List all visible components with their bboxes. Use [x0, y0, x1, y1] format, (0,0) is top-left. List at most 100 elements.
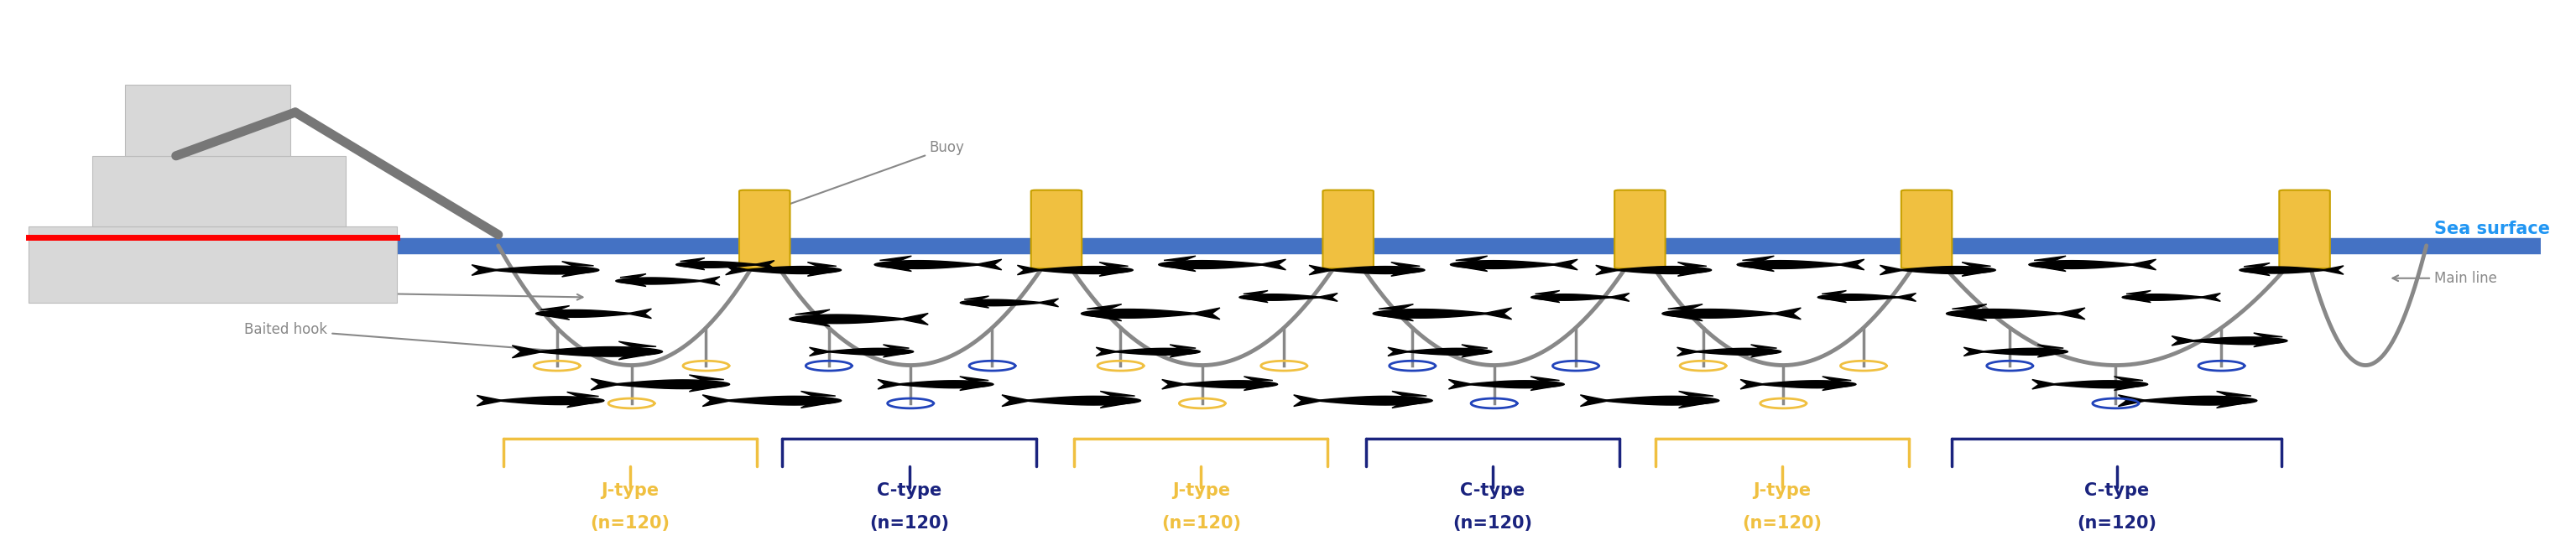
Polygon shape	[827, 348, 914, 355]
Polygon shape	[1244, 290, 1267, 294]
Polygon shape	[1406, 348, 1492, 355]
Polygon shape	[616, 278, 703, 284]
Polygon shape	[2254, 333, 2282, 337]
Polygon shape	[1981, 348, 2069, 355]
Polygon shape	[1947, 309, 2061, 318]
Polygon shape	[1095, 347, 1118, 356]
Polygon shape	[1087, 304, 1121, 309]
FancyBboxPatch shape	[126, 85, 291, 156]
Polygon shape	[590, 379, 621, 390]
Polygon shape	[1963, 262, 1991, 266]
FancyBboxPatch shape	[1321, 190, 1373, 268]
Polygon shape	[963, 296, 989, 299]
Polygon shape	[690, 385, 724, 392]
Polygon shape	[2215, 402, 2251, 408]
Polygon shape	[541, 306, 569, 310]
Polygon shape	[492, 266, 600, 274]
Text: J-type: J-type	[1172, 482, 1229, 499]
Polygon shape	[1244, 298, 1267, 302]
Polygon shape	[884, 344, 909, 348]
Polygon shape	[1530, 385, 1558, 391]
Polygon shape	[1239, 294, 1321, 300]
Polygon shape	[755, 261, 775, 269]
Polygon shape	[1293, 395, 1321, 407]
Polygon shape	[1667, 304, 1703, 309]
Polygon shape	[1391, 262, 1419, 266]
Polygon shape	[1610, 293, 1631, 301]
Polygon shape	[1100, 262, 1128, 266]
Polygon shape	[2244, 263, 2269, 267]
Polygon shape	[2035, 266, 2066, 271]
Polygon shape	[1821, 376, 1852, 380]
Polygon shape	[1159, 261, 1265, 269]
Polygon shape	[2321, 266, 2344, 274]
Polygon shape	[2192, 337, 2287, 344]
Polygon shape	[1100, 271, 1128, 276]
Polygon shape	[1880, 265, 1904, 275]
Polygon shape	[801, 402, 835, 408]
Polygon shape	[2050, 381, 2148, 388]
Polygon shape	[2141, 396, 2257, 405]
Polygon shape	[1025, 396, 1141, 405]
Polygon shape	[796, 310, 829, 314]
Polygon shape	[1170, 353, 1195, 357]
Polygon shape	[2254, 342, 2282, 347]
Polygon shape	[680, 266, 706, 270]
Polygon shape	[976, 260, 1002, 270]
Polygon shape	[726, 265, 750, 275]
Polygon shape	[2115, 376, 2143, 380]
Polygon shape	[497, 397, 603, 405]
Polygon shape	[1821, 290, 1847, 294]
Polygon shape	[675, 261, 757, 268]
Polygon shape	[1953, 315, 1986, 321]
Polygon shape	[884, 353, 909, 357]
Polygon shape	[1530, 376, 1558, 380]
Polygon shape	[1819, 294, 1899, 300]
Polygon shape	[1164, 266, 1195, 271]
Polygon shape	[618, 353, 657, 360]
FancyBboxPatch shape	[1030, 190, 1082, 268]
FancyBboxPatch shape	[2280, 190, 2329, 268]
Polygon shape	[621, 274, 647, 277]
Text: Drop line: Drop line	[245, 284, 582, 300]
Polygon shape	[796, 320, 829, 326]
Polygon shape	[2056, 308, 2084, 320]
Polygon shape	[1455, 266, 1486, 271]
Text: (n=120): (n=120)	[590, 515, 670, 531]
Polygon shape	[806, 271, 837, 276]
Polygon shape	[477, 396, 502, 406]
Polygon shape	[513, 345, 544, 358]
Polygon shape	[1309, 265, 1334, 275]
Polygon shape	[1899, 266, 1996, 274]
Text: (n=120): (n=120)	[868, 515, 948, 531]
Polygon shape	[1741, 380, 1765, 389]
Text: (n=120): (n=120)	[1162, 515, 1242, 531]
Polygon shape	[2117, 395, 2148, 407]
Polygon shape	[1662, 309, 1777, 318]
Polygon shape	[618, 342, 657, 347]
Polygon shape	[1316, 293, 1337, 301]
Polygon shape	[1182, 381, 1278, 388]
Polygon shape	[806, 262, 837, 266]
Polygon shape	[1530, 294, 1613, 300]
Polygon shape	[538, 347, 662, 356]
Polygon shape	[698, 277, 719, 285]
Polygon shape	[1170, 344, 1195, 348]
Text: J-type: J-type	[600, 482, 659, 499]
Polygon shape	[629, 309, 652, 318]
Polygon shape	[621, 282, 647, 287]
Polygon shape	[961, 300, 1043, 306]
Polygon shape	[1821, 298, 1847, 302]
Polygon shape	[961, 385, 989, 391]
Polygon shape	[2130, 260, 2156, 270]
Polygon shape	[703, 395, 732, 407]
Polygon shape	[881, 256, 912, 260]
Polygon shape	[1455, 256, 1486, 260]
Polygon shape	[541, 315, 569, 320]
Polygon shape	[1461, 344, 1486, 348]
Polygon shape	[1736, 261, 1842, 269]
Polygon shape	[1677, 271, 1708, 276]
Polygon shape	[1595, 265, 1620, 275]
Polygon shape	[963, 304, 989, 308]
Polygon shape	[690, 375, 724, 380]
